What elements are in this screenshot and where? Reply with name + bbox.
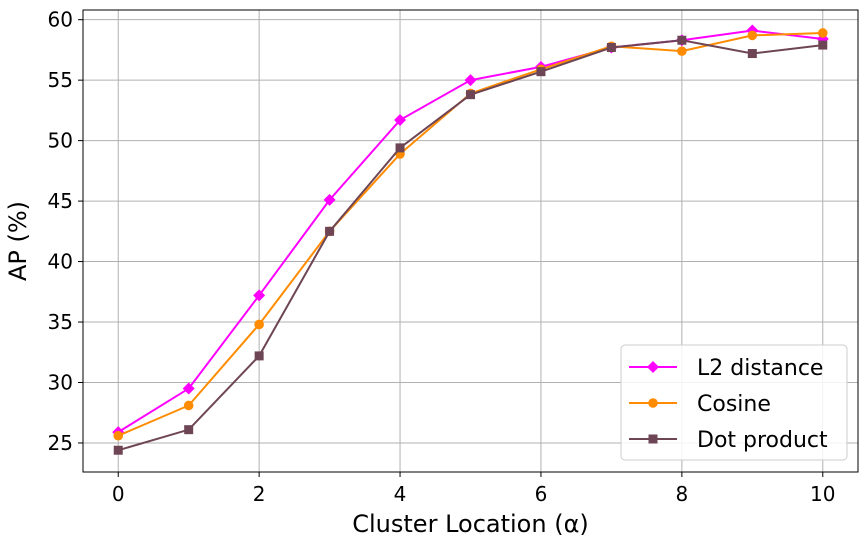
data-point-cosine: [677, 46, 687, 56]
y-tick-label: 55: [48, 68, 73, 92]
data-point-dot-product: [536, 67, 546, 77]
data-point-dot-product: [606, 42, 616, 52]
data-point-cosine: [113, 430, 124, 441]
x-tick-label: 8: [675, 482, 688, 506]
legend-label-l2-distance: L2 distance: [697, 356, 823, 381]
legend: L2 distance Cosine Dot product: [620, 344, 848, 461]
data-point-l2-distance: [394, 114, 407, 127]
plot-frame: [82, 9, 859, 473]
y-tick-label: 50: [48, 129, 73, 153]
data-point-l2-distance: [182, 382, 195, 395]
y-tick-label: 60: [48, 8, 73, 32]
x-tick-label: 6: [535, 482, 548, 506]
legend-marker-dot-product: [648, 434, 658, 444]
data-point-cosine: [254, 319, 264, 330]
legend-marker-l2-distance: [647, 361, 659, 373]
data-point-l2-distance: [464, 74, 477, 87]
data-point-dot-product: [113, 445, 123, 455]
y-tick-label: 40: [48, 250, 73, 274]
data-point-l2-distance: [746, 24, 759, 37]
data-point-cosine: [183, 400, 194, 411]
y-tick-label: 25: [48, 431, 73, 455]
legend-box: [620, 344, 848, 461]
data-point-dot-product: [395, 143, 405, 153]
data-point-dot-product: [677, 35, 687, 45]
legend-label-dot-product: Dot product: [697, 428, 828, 453]
data-point-dot-product: [325, 226, 335, 236]
data-point-cosine: [817, 28, 828, 38]
data-point-cosine: [747, 30, 758, 41]
x-tick-label: 4: [394, 482, 407, 506]
y-axis-label: AP (%): [4, 201, 32, 281]
series-group: [112, 24, 829, 455]
ticks: 0 2 4 6 8 10 25 30 35 40 45 50 55 60: [48, 8, 836, 506]
y-tick-label: 45: [48, 189, 73, 213]
data-point-dot-product: [747, 49, 757, 59]
x-tick-label: 2: [253, 482, 266, 506]
x-axis-label: Cluster Location (α): [352, 510, 589, 538]
data-point-l2-distance: [323, 193, 336, 206]
series-dot-product: [113, 35, 828, 455]
legend-label-cosine: Cosine: [697, 392, 771, 417]
data-point-dot-product: [254, 351, 264, 361]
x-tick-label: 10: [810, 482, 835, 506]
data-point-dot-product: [818, 40, 828, 50]
x-tick-label: 0: [112, 482, 125, 506]
data-point-dot-product: [184, 425, 194, 435]
data-point-l2-distance: [253, 289, 266, 302]
data-point-dot-product: [466, 90, 475, 100]
y-tick-label: 30: [48, 371, 73, 395]
y-tick-label: 35: [48, 310, 73, 334]
legend-marker-cosine: [648, 398, 658, 408]
